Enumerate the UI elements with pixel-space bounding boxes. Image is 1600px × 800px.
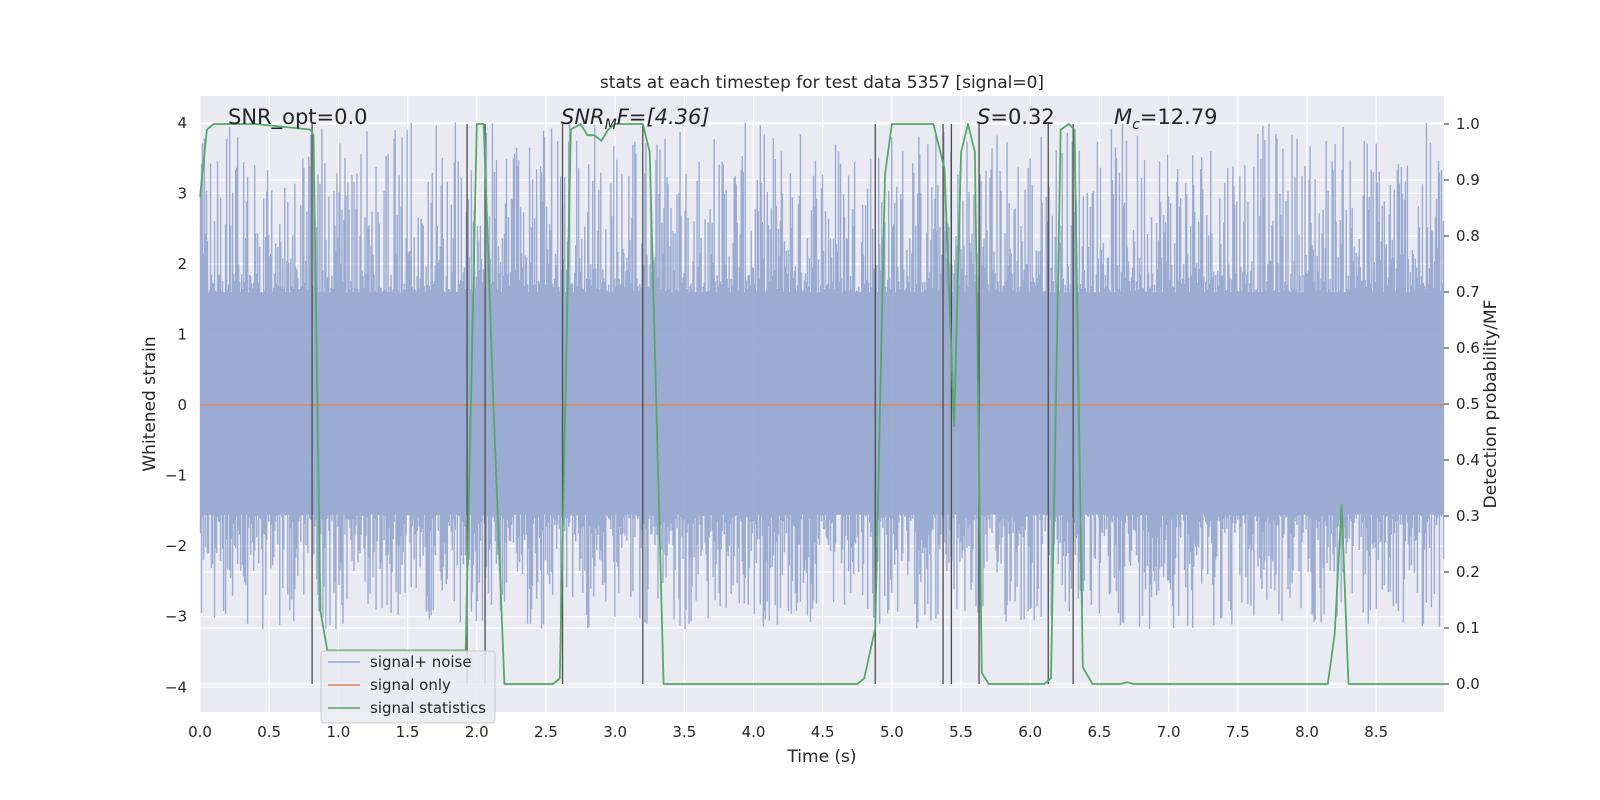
x-axis-ticks: 0.0 0.5 1.0 1.5 2.0 2.5 3.0 3.5 4.0 4.5 5.0 5.5 6.0 6…: [188, 723, 1388, 741]
y-left-axis-ticks: −4 −3 −2 −1 0 1 2 3 4: [165, 114, 187, 696]
x-tick-label: 0.0: [188, 723, 212, 741]
y-left-tick-label: 3: [177, 184, 187, 202]
y-right-tick-label: 0.9: [1456, 171, 1480, 189]
mc-annotation: Mc=12.79: [1114, 105, 1218, 133]
x-tick-label: 2.5: [534, 723, 558, 741]
y-right-tick-label: 0.3: [1456, 507, 1480, 525]
signal-statistics-series: [199, 123, 1444, 685]
y-right-tick-label: 0.6: [1456, 339, 1480, 357]
legend-box: [320, 650, 496, 724]
snr-mf-annotation: SNRMF=[4.36]: [561, 105, 710, 133]
y-left-tick-label: 0: [177, 396, 187, 414]
signal-statistics-line: [199, 123, 1444, 685]
y-right-tick-label: 1.0: [1456, 115, 1480, 133]
x-tick-label: 7.0: [1157, 723, 1181, 741]
x-tick-label: 6.5: [1088, 723, 1112, 741]
y-left-tick-label: −3: [165, 608, 187, 626]
snr-mf-sub: M: [605, 117, 617, 133]
y-left-tick-label: −2: [165, 537, 187, 555]
chart-title: stats at each timestep for test data 535…: [600, 73, 1044, 93]
s-annotation: S=0.32: [977, 105, 1055, 129]
y-left-tick-label: −1: [165, 467, 187, 485]
x-tick-label: 1.5: [396, 723, 420, 741]
y-right-tick-label: 0.2: [1456, 563, 1480, 581]
y-right-tick-label: 0.4: [1456, 451, 1480, 469]
mc-rest: =12.79: [1140, 105, 1218, 129]
x-tick-label: 3.0: [603, 723, 627, 741]
x-tick-label: 2.0: [465, 723, 489, 741]
x-tick-label: 8.0: [1295, 723, 1319, 741]
snr-opt-annotation: SNR_opt=0.0: [228, 105, 368, 130]
legend-label-signal: signal only: [370, 676, 451, 694]
x-tick-label: 6.0: [1018, 723, 1042, 741]
y-left-tick-label: 1: [177, 325, 187, 343]
x-axis-label: Time (s): [786, 747, 856, 767]
y-left-tick-label: 2: [177, 255, 187, 273]
y-right-axis-label: Detection probability/MF: [1481, 300, 1501, 509]
s-italic: S: [977, 105, 990, 129]
snr-mf-base: SNR: [561, 105, 605, 129]
x-tick-label: 3.5: [672, 723, 696, 741]
y-right-tick-label: 0.8: [1456, 227, 1480, 245]
y-right-tick-label: 0.0: [1456, 675, 1480, 693]
y-right-axis-ticks: 0.0 0.1 0.2 0.3 0.4 0.5 0.6 0.7 0.8 0.9 1.0: [1444, 115, 1480, 693]
mc-sub: c: [1132, 117, 1140, 133]
snr-mf-rest: F=[4.36]: [617, 105, 710, 129]
legend-label-statistics: signal statistics: [370, 699, 486, 717]
x-tick-label: 8.5: [1364, 723, 1388, 741]
x-tick-label: 5.0: [880, 723, 904, 741]
mc-base: M: [1114, 105, 1132, 129]
signal-noise-series: [199, 122, 1445, 630]
signal-noise-trace: [199, 122, 1445, 630]
x-tick-label: 7.5: [1226, 723, 1250, 741]
y-left-tick-label: −4: [165, 678, 187, 696]
s-rest: =0.32: [990, 105, 1054, 129]
y-left-tick-label: 4: [177, 114, 187, 132]
x-tick-label: 5.5: [949, 723, 973, 741]
legend: signal+ noise signal only signal statist…: [320, 650, 496, 724]
y-left-axis-label: Whitened strain: [140, 336, 160, 471]
y-right-tick-label: 0.7: [1456, 283, 1480, 301]
legend-label-noise: signal+ noise: [370, 653, 472, 671]
x-tick-label: 0.5: [257, 723, 281, 741]
y-right-tick-label: 0.5: [1456, 395, 1480, 413]
x-tick-label: 1.0: [326, 723, 350, 741]
x-tick-label: 4.0: [742, 723, 766, 741]
y-right-tick-label: 0.1: [1456, 619, 1480, 637]
x-tick-label: 4.5: [811, 723, 835, 741]
